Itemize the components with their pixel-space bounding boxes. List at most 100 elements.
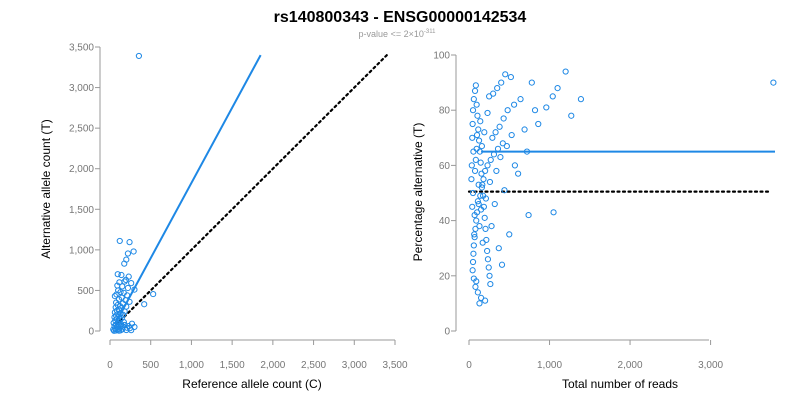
data-point (121, 308, 128, 315)
data-point (122, 276, 129, 283)
data-point (484, 162, 491, 169)
data-point (495, 245, 502, 252)
data-point (124, 250, 132, 257)
data-point (116, 237, 123, 245)
data-point (528, 79, 535, 86)
data-point (508, 131, 515, 139)
data-point (471, 167, 479, 175)
data-point (543, 104, 550, 111)
y-tick-label: 60 (439, 161, 451, 172)
y-tick-label: 2,000 (69, 164, 94, 175)
data-point (549, 93, 556, 100)
data-point (490, 151, 498, 158)
data-point (116, 279, 123, 286)
data-point (503, 142, 510, 150)
data-point (481, 214, 488, 221)
data-point (473, 131, 481, 139)
x-tick-label: 1,000 (537, 360, 562, 371)
data-point (481, 129, 488, 136)
data-point (126, 298, 133, 305)
left-x-ticks: 0 500 1,000 1,500 2,000 2,500 3,000 3,500 (107, 340, 408, 371)
data-point (471, 87, 479, 94)
y-tick-label: 20 (439, 271, 451, 282)
data-point (477, 206, 485, 213)
data-point (474, 289, 481, 296)
data-point (473, 145, 480, 152)
data-point (473, 101, 480, 108)
data-point (475, 126, 482, 133)
data-point (474, 112, 481, 119)
data-point (523, 148, 531, 155)
chart-subtitle: p-value <= 2×10-311 (359, 29, 437, 39)
data-point (506, 231, 513, 238)
data-point (484, 256, 492, 263)
data-point (480, 176, 487, 183)
subtitle-times: × (409, 29, 414, 39)
data-point (131, 286, 138, 293)
data-point (482, 225, 489, 232)
data-point (479, 239, 486, 246)
right-points (468, 68, 777, 307)
y-tick-label: 2,500 (69, 124, 94, 135)
right-lines (467, 150, 775, 193)
x-tick-label: 3,000 (698, 360, 723, 371)
data-point (498, 79, 505, 86)
data-point (469, 107, 477, 114)
data-point (484, 109, 491, 117)
data-point (124, 284, 132, 292)
y-tick-label: 0 (444, 327, 450, 338)
data-point (494, 85, 501, 92)
data-point (492, 129, 499, 136)
data-point (471, 231, 478, 238)
data-point (119, 283, 126, 290)
data-point (472, 283, 479, 290)
chart-title: rs140800343 - ENSG00000142534 (274, 9, 527, 26)
data-point (510, 101, 518, 108)
right-panel: 0 1,000 2,000 3,000 0 20 40 60 80 100 Total numb… (411, 51, 777, 391)
left-lines (115, 54, 388, 326)
data-point (121, 260, 128, 267)
data-point (475, 181, 482, 188)
data-point (550, 209, 557, 216)
data-point (525, 211, 532, 219)
data-point (568, 112, 575, 119)
data-point (507, 73, 514, 81)
y-tick-label: 0 (88, 327, 94, 338)
data-point (517, 96, 524, 103)
x-tick-label: 1,000 (179, 360, 204, 371)
data-point (126, 239, 133, 246)
right-y-ticks: 0 20 40 60 80 100 (433, 51, 456, 338)
data-point (476, 223, 483, 230)
data-point (499, 140, 506, 147)
data-point (150, 290, 157, 298)
data-point (477, 192, 484, 199)
subtitle-prefix: p-value <= 2 (359, 29, 409, 39)
data-point (469, 134, 476, 141)
data-point (471, 234, 478, 241)
x-tick-label: 3,500 (382, 360, 407, 371)
data-point (478, 170, 485, 177)
x-tick-label: 3,000 (342, 360, 367, 371)
data-point (496, 123, 503, 130)
data-point (470, 242, 477, 249)
data-point (502, 71, 509, 78)
data-point (477, 294, 485, 301)
data-point (114, 271, 121, 278)
data-point (125, 273, 132, 280)
data-point (469, 203, 476, 210)
data-point (554, 85, 561, 92)
right-x-axis-label: Total number of reads (562, 377, 678, 391)
data-point (498, 261, 506, 268)
data-point (486, 272, 493, 279)
data-point (469, 258, 477, 266)
data-point (487, 156, 494, 163)
right-x-ticks: 0 1,000 2,000 3,000 (466, 340, 724, 371)
data-point (121, 321, 128, 329)
data-point (470, 250, 477, 257)
data-point (472, 82, 479, 89)
data-point (110, 327, 118, 334)
x-tick-label: 2,000 (260, 360, 285, 371)
data-point (531, 107, 539, 114)
y-tick-label: 1,500 (69, 205, 94, 216)
